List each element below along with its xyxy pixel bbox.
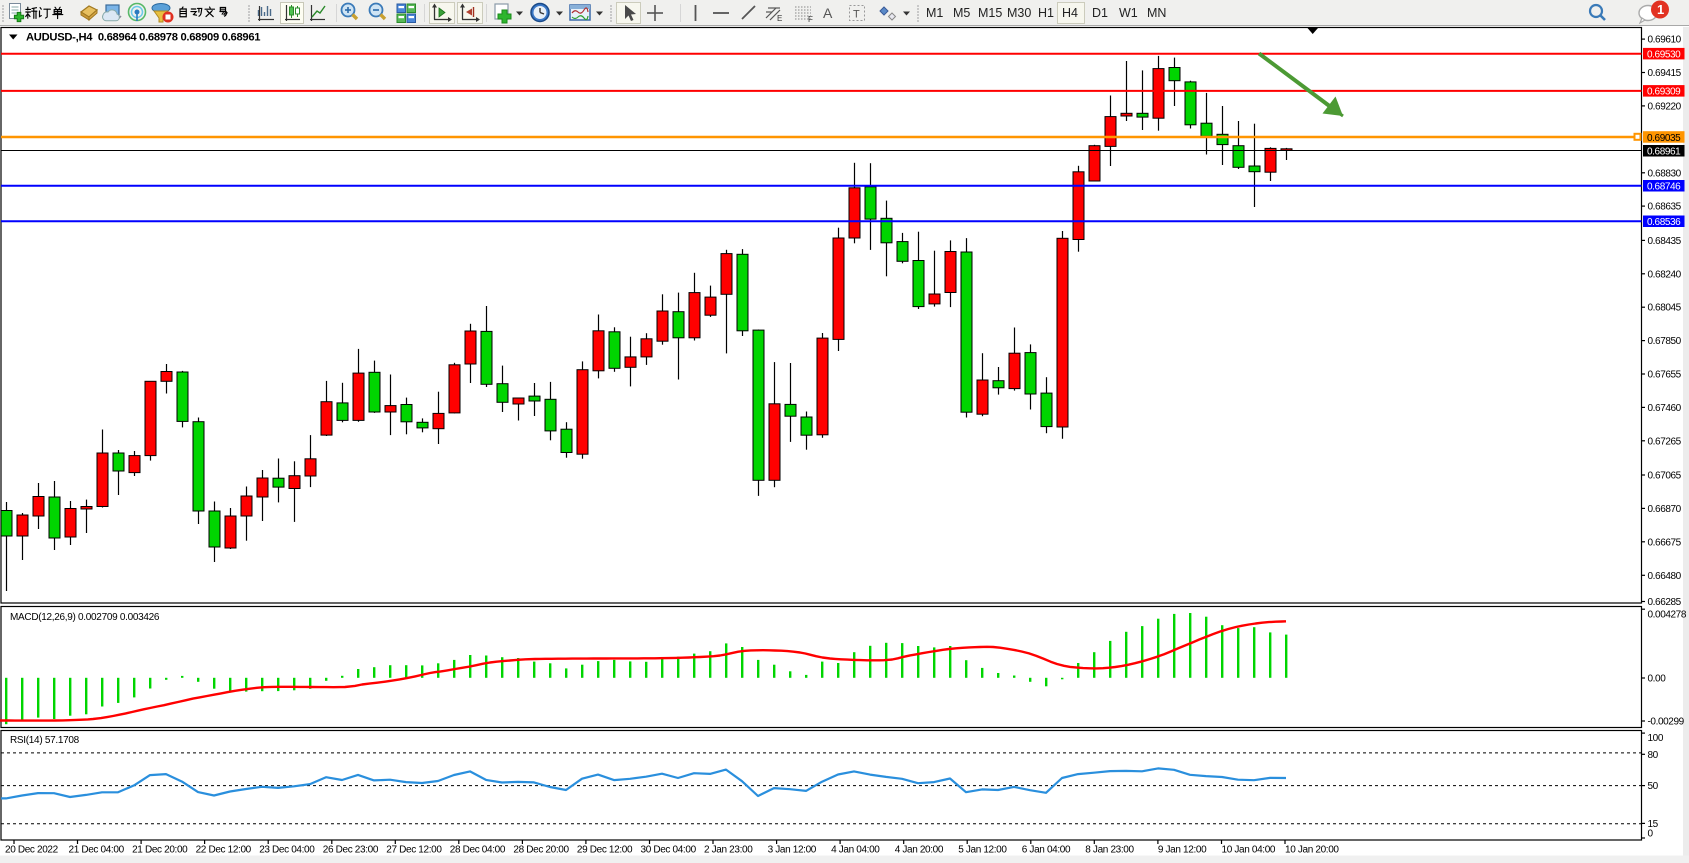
- svg-text:28 Dec 20:00: 28 Dec 20:00: [513, 845, 569, 856]
- svg-text:21 Dec 04:00: 21 Dec 04:00: [69, 845, 125, 856]
- svg-text:5 Jan 12:00: 5 Jan 12:00: [958, 845, 1007, 856]
- svg-text:0.69530: 0.69530: [1647, 50, 1681, 61]
- svg-text:80: 80: [1648, 750, 1659, 761]
- svg-text:0.68635: 0.68635: [1648, 202, 1682, 213]
- svg-text:26 Dec 23:00: 26 Dec 23:00: [323, 845, 379, 856]
- svg-text:0.68830: 0.68830: [1648, 168, 1682, 179]
- svg-text:M5: M5: [953, 6, 970, 20]
- svg-text:0.66285: 0.66285: [1648, 597, 1682, 608]
- svg-text:0.69035: 0.69035: [1647, 133, 1681, 144]
- svg-text:4 Jan 04:00: 4 Jan 04:00: [831, 845, 880, 856]
- svg-text:M1: M1: [926, 6, 943, 20]
- svg-text:0.69610: 0.69610: [1648, 35, 1682, 46]
- svg-text:0.69220: 0.69220: [1648, 101, 1682, 112]
- svg-text:0.66480: 0.66480: [1648, 571, 1682, 582]
- svg-text:10 Jan 04:00: 10 Jan 04:00: [1222, 845, 1276, 856]
- svg-text:21 Dec 20:00: 21 Dec 20:00: [132, 845, 188, 856]
- svg-text:0: 0: [1648, 829, 1654, 840]
- svg-text:M30: M30: [1007, 6, 1031, 20]
- svg-text:MACD(12,26,9) 0.002709 0.00342: MACD(12,26,9) 0.002709 0.003426: [10, 612, 160, 623]
- svg-text:28 Dec 04:00: 28 Dec 04:00: [450, 845, 506, 856]
- svg-text:A: A: [823, 5, 833, 21]
- svg-text:9 Jan 12:00: 9 Jan 12:00: [1158, 845, 1207, 856]
- svg-text:-0.00299: -0.00299: [1648, 717, 1685, 728]
- svg-text:0.67655: 0.67655: [1648, 370, 1682, 381]
- svg-text:H1: H1: [1038, 6, 1054, 20]
- svg-text:23 Dec 04:00: 23 Dec 04:00: [259, 845, 315, 856]
- svg-text:F: F: [808, 15, 813, 24]
- svg-text:T: T: [853, 9, 860, 21]
- svg-text:30 Dec 04:00: 30 Dec 04:00: [641, 845, 697, 856]
- svg-text:0.68240: 0.68240: [1648, 269, 1682, 280]
- svg-text:50: 50: [1648, 781, 1659, 792]
- svg-text:0.69415: 0.69415: [1648, 68, 1682, 79]
- svg-text:D1: D1: [1092, 6, 1108, 20]
- svg-text:0.69309: 0.69309: [1647, 87, 1681, 98]
- svg-text:E: E: [777, 14, 782, 23]
- svg-text:29 Dec 12:00: 29 Dec 12:00: [577, 845, 633, 856]
- svg-text:15: 15: [1648, 819, 1659, 830]
- svg-text:0.67065: 0.67065: [1648, 471, 1682, 482]
- svg-text:AUDUSD-,H4 0.68964 0.68978 0.: AUDUSD-,H4 0.68964 0.68978 0.68909 0.689…: [26, 32, 260, 44]
- svg-text:0.68746: 0.68746: [1647, 182, 1681, 193]
- svg-text:0.00: 0.00: [1648, 674, 1667, 685]
- svg-text:3 Jan 12:00: 3 Jan 12:00: [768, 845, 817, 856]
- svg-text:W1: W1: [1119, 6, 1138, 20]
- svg-text:0.68045: 0.68045: [1648, 303, 1682, 314]
- svg-text:27 Dec 12:00: 27 Dec 12:00: [386, 845, 442, 856]
- svg-text:0.67850: 0.67850: [1648, 336, 1682, 347]
- svg-text:20 Dec 2022: 20 Dec 2022: [5, 845, 59, 856]
- svg-text:0.68536: 0.68536: [1647, 217, 1681, 228]
- svg-text:0.004278: 0.004278: [1648, 609, 1687, 620]
- svg-text:4 Jan 20:00: 4 Jan 20:00: [895, 845, 944, 856]
- svg-text:MN: MN: [1147, 6, 1166, 20]
- svg-text:0.68961: 0.68961: [1647, 147, 1681, 158]
- svg-text:10 Jan 20:00: 10 Jan 20:00: [1285, 845, 1339, 856]
- svg-text:6 Jan 04:00: 6 Jan 04:00: [1022, 845, 1071, 856]
- svg-text:0.67265: 0.67265: [1648, 436, 1682, 447]
- svg-text:100: 100: [1648, 733, 1664, 744]
- svg-text:0.67460: 0.67460: [1648, 403, 1682, 414]
- svg-text:0.66675: 0.66675: [1648, 537, 1682, 548]
- svg-text:0.68435: 0.68435: [1648, 236, 1682, 247]
- svg-text:8 Jan 23:00: 8 Jan 23:00: [1085, 845, 1134, 856]
- svg-text:H4: H4: [1062, 6, 1078, 20]
- svg-text:M15: M15: [978, 6, 1002, 20]
- svg-text:0.66870: 0.66870: [1648, 504, 1682, 515]
- svg-text:1: 1: [1657, 2, 1664, 17]
- svg-text:2 Jan 23:00: 2 Jan 23:00: [704, 845, 753, 856]
- svg-text:22 Dec 12:00: 22 Dec 12:00: [196, 845, 252, 856]
- svg-text:RSI(14) 57.1708: RSI(14) 57.1708: [10, 735, 80, 746]
